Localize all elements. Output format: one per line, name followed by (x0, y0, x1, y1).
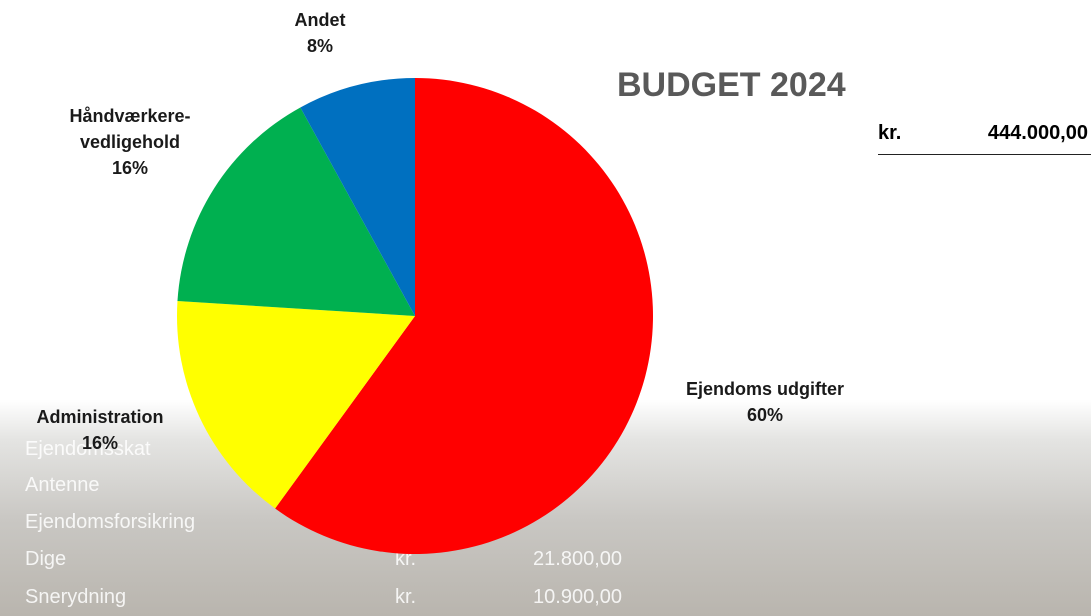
table-row: Snerydning kr. 10.900,00 (25, 586, 625, 616)
table-cell: Dige (25, 548, 67, 570)
table-row: Antenne (25, 474, 625, 510)
table-row: Ejendomsforsikring (25, 511, 625, 547)
table-cell: Snerydning (25, 586, 127, 608)
category-label: Andet (294, 10, 346, 30)
value-label: 16% (111, 158, 149, 178)
data-label: Administration 16% (0, 404, 200, 456)
category-label: Administration (36, 407, 164, 427)
pie-slice (177, 301, 415, 509)
pie-slice (177, 107, 415, 316)
table-cell: 21.800,00 (533, 548, 622, 570)
total-currency: kr. (878, 122, 902, 144)
value-label: 16% (81, 433, 119, 453)
data-label: Håndværkere- vedligehold 16% (20, 103, 240, 181)
pie-slice (275, 78, 653, 554)
table-row: Ejendomsskat (25, 438, 625, 474)
table-cell: Ejendomsforsikring (25, 511, 196, 533)
table-cell: Ejendomsskat (25, 438, 151, 460)
data-label: Andet 8% (260, 7, 380, 59)
total-amount: 444.000,00 (987, 122, 1088, 144)
pie-slice (300, 78, 415, 316)
table-row: Dige kr. 21.800,00 (25, 548, 625, 584)
chart-title: BUDGET 2024 (617, 66, 846, 104)
category-label: Ejendoms udgifter (685, 379, 844, 399)
table-cell: Antenne (25, 474, 100, 496)
category-label: Håndværkere- vedligehold (69, 106, 191, 152)
table-cell: 10.900,00 (533, 586, 622, 608)
table-cell: kr. (395, 586, 417, 608)
value-label: 60% (746, 405, 784, 425)
value-label: 8% (306, 36, 333, 56)
data-label: Ejendoms udgifter 60% (645, 376, 885, 428)
total-underline (878, 154, 1091, 155)
